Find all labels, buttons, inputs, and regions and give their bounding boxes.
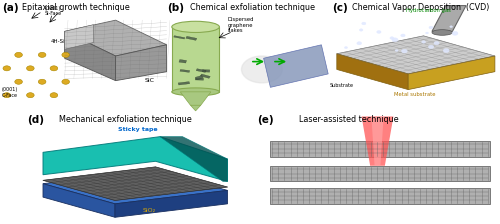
Text: Sticky tape: Sticky tape	[118, 127, 158, 132]
Polygon shape	[337, 54, 408, 90]
Text: (e): (e)	[258, 115, 274, 125]
Text: Metal substrate: Metal substrate	[394, 92, 436, 97]
Text: (d): (d)	[27, 115, 44, 125]
Polygon shape	[408, 56, 495, 90]
FancyBboxPatch shape	[270, 141, 490, 157]
Circle shape	[62, 79, 70, 84]
Text: (c): (c)	[332, 3, 347, 13]
Circle shape	[26, 93, 34, 98]
Text: Substrate: Substrate	[330, 83, 354, 88]
Circle shape	[26, 66, 34, 71]
Circle shape	[390, 37, 394, 39]
Text: Dispersed
graphene
flakes: Dispersed graphene flakes	[228, 17, 254, 33]
Polygon shape	[264, 45, 328, 87]
Circle shape	[38, 52, 46, 57]
Text: Mechanical exfoliation technique: Mechanical exfoliation technique	[59, 115, 192, 124]
Circle shape	[360, 29, 363, 31]
Polygon shape	[195, 78, 203, 80]
Text: (b): (b)	[166, 3, 184, 13]
Circle shape	[434, 41, 439, 45]
Ellipse shape	[172, 21, 220, 32]
Polygon shape	[43, 167, 228, 200]
Polygon shape	[180, 92, 211, 105]
Text: (0001)
Si-Face: (0001) Si-Face	[44, 6, 62, 16]
Polygon shape	[115, 190, 228, 217]
Circle shape	[344, 47, 348, 49]
Circle shape	[450, 26, 452, 28]
Ellipse shape	[432, 30, 452, 35]
Polygon shape	[43, 170, 228, 204]
Text: Laser-assisted technique: Laser-assisted technique	[299, 115, 398, 124]
Circle shape	[422, 41, 426, 43]
Circle shape	[15, 52, 22, 57]
Polygon shape	[195, 75, 203, 80]
Circle shape	[15, 79, 22, 84]
Text: SiO₂: SiO₂	[142, 208, 156, 213]
Text: Epitaxial growth technique: Epitaxial growth technique	[22, 3, 130, 12]
Polygon shape	[190, 105, 200, 111]
Polygon shape	[43, 184, 115, 217]
Circle shape	[426, 32, 428, 34]
Polygon shape	[64, 25, 94, 49]
Polygon shape	[196, 69, 206, 72]
Circle shape	[362, 22, 366, 25]
Polygon shape	[432, 6, 466, 31]
Polygon shape	[174, 36, 185, 39]
FancyBboxPatch shape	[270, 166, 490, 181]
Circle shape	[401, 34, 405, 37]
Polygon shape	[116, 45, 166, 81]
Circle shape	[50, 66, 58, 71]
Ellipse shape	[172, 88, 220, 96]
Circle shape	[402, 49, 407, 53]
Polygon shape	[64, 31, 116, 81]
Circle shape	[62, 52, 70, 57]
Text: 4H-SiC: 4H-SiC	[51, 39, 70, 44]
Text: (0001)
C-Face: (0001) C-Face	[2, 87, 18, 98]
Circle shape	[376, 30, 381, 33]
FancyBboxPatch shape	[270, 188, 490, 204]
Circle shape	[242, 56, 282, 83]
Polygon shape	[64, 20, 166, 56]
Text: SiC: SiC	[144, 78, 154, 83]
Circle shape	[357, 42, 362, 45]
Circle shape	[452, 31, 458, 35]
Polygon shape	[200, 74, 210, 78]
Polygon shape	[180, 69, 190, 72]
Polygon shape	[178, 82, 190, 85]
Polygon shape	[160, 137, 228, 181]
FancyBboxPatch shape	[172, 27, 220, 92]
Circle shape	[392, 38, 398, 42]
Text: Chemical Vapor Deposition  (CVD): Chemical Vapor Deposition (CVD)	[352, 3, 490, 12]
Polygon shape	[179, 60, 186, 63]
Circle shape	[50, 93, 58, 98]
Polygon shape	[43, 137, 228, 181]
Circle shape	[428, 45, 434, 49]
Circle shape	[443, 49, 449, 52]
Circle shape	[395, 50, 398, 52]
Text: Chemical exfoliation technique: Chemical exfoliation technique	[190, 3, 316, 12]
Polygon shape	[186, 36, 197, 40]
Polygon shape	[372, 116, 384, 166]
Circle shape	[3, 93, 10, 98]
Circle shape	[429, 26, 433, 29]
Text: (a): (a)	[2, 3, 18, 13]
Circle shape	[3, 66, 10, 71]
Polygon shape	[337, 36, 495, 74]
Circle shape	[38, 79, 46, 84]
Polygon shape	[202, 70, 210, 72]
Text: Hydrocarbon gas: Hydrocarbon gas	[406, 8, 451, 13]
Polygon shape	[362, 116, 394, 166]
